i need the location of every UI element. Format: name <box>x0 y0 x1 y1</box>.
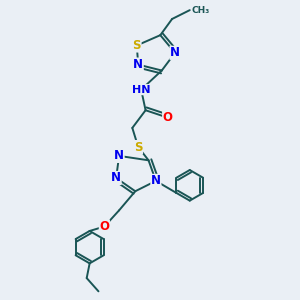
Text: O: O <box>163 111 173 124</box>
Text: S: S <box>134 141 142 154</box>
Text: N: N <box>133 58 143 71</box>
Text: HN: HN <box>132 85 150 94</box>
Text: N: N <box>114 149 124 162</box>
Text: N: N <box>170 46 180 59</box>
Text: S: S <box>133 39 141 52</box>
Text: CH₃: CH₃ <box>191 6 209 15</box>
Text: N: N <box>111 172 121 184</box>
Text: O: O <box>99 220 110 233</box>
Text: N: N <box>151 174 161 188</box>
